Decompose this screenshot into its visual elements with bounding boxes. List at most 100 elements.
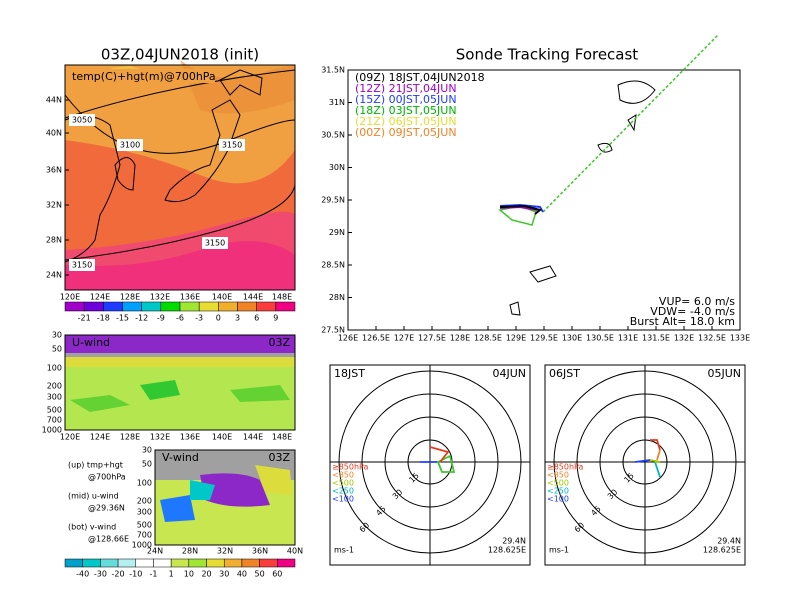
colorbar-label: 3: [235, 314, 240, 323]
lon: 128.625E: [703, 546, 741, 555]
colorbar-label: -10: [129, 570, 142, 579]
lat-label: 36N: [46, 166, 62, 175]
temp-map: [64, 60, 296, 291]
pressure-label: 30: [142, 446, 152, 455]
track: [654, 461, 661, 478]
lat-label: 44N: [46, 96, 62, 105]
colorbar-swatch: [256, 301, 277, 312]
ring: [622, 439, 668, 485]
colorbar-label: 50: [255, 570, 265, 579]
track: [650, 439, 661, 451]
lon-label: 136E: [180, 293, 200, 302]
pressure-label: 1000: [132, 541, 152, 550]
pressure-legend: ≥850hPa: [547, 463, 584, 472]
lon-label: 124E: [90, 433, 110, 442]
colorbar-swatch: [223, 558, 243, 568]
panel-time: 03Z: [268, 451, 290, 464]
pressure-label: 50: [142, 460, 152, 469]
ring: [361, 393, 499, 531]
u-wind-map: [64, 334, 296, 431]
contour-label: 3150: [72, 261, 92, 270]
legend-entry: (18Z) 03JST,05JUN: [355, 104, 457, 117]
colorbar-label: -21: [78, 314, 91, 323]
lat-label: 30.5N: [321, 131, 345, 140]
ring: [338, 370, 522, 554]
legend-entry: (15Z) 00JST,05JUN: [355, 93, 457, 106]
colorbar-swatch: [100, 558, 119, 568]
pressure-label: 300: [47, 393, 62, 402]
lon-label: 130.5E: [586, 334, 614, 343]
colorbar-label: 0: [216, 314, 221, 323]
colorbar-label: 20: [201, 570, 211, 579]
lat-label: 24N: [46, 271, 62, 280]
contour-label-bg: [219, 139, 245, 151]
lat-label: 28N: [329, 293, 345, 302]
colorbar-swatch: [141, 301, 162, 312]
colorbar-swatch: [218, 301, 238, 312]
legend-entry: (21Z) 06JST,05JUN: [355, 115, 457, 128]
colorbar-swatch: [122, 301, 142, 312]
title: 03Z,04JUN2018 (init): [101, 46, 259, 64]
track: [634, 459, 651, 463]
lat-label: 31N: [329, 98, 345, 107]
colorbar-label: -3: [195, 314, 203, 323]
colorbar-label: -30: [94, 570, 107, 579]
colorbar-swatch: [275, 301, 296, 312]
pressure-label: 700: [47, 416, 62, 425]
panel-time: 18JST: [334, 367, 365, 380]
pressure-legend: <100: [332, 495, 354, 504]
lon-label: 129E: [506, 334, 526, 343]
map-label: temp(C)+hgt(m)@700hPa: [72, 70, 216, 83]
lon-label: 132E: [150, 293, 170, 302]
lon-label: 132E: [674, 334, 694, 343]
colorbar-swatch: [64, 301, 85, 312]
pressure-label: 100: [47, 364, 62, 373]
track: [649, 459, 661, 463]
panel-title: V-wind: [162, 451, 199, 464]
panel-time: 03Z: [268, 336, 290, 349]
colorbar-swatch: [83, 301, 104, 312]
pressure-legend: <250: [547, 487, 569, 496]
colorbar-swatch: [198, 301, 219, 312]
lat-label: 36N: [252, 547, 268, 556]
pressure-legend: <500: [547, 479, 569, 488]
contour-label-bg: [202, 237, 228, 249]
contour-label: 3050: [72, 116, 92, 125]
lon-label: 144E: [243, 433, 263, 442]
lon-label: 148E: [272, 293, 292, 302]
panel-title: U-wind: [72, 336, 110, 349]
lon-label: 128.5E: [474, 334, 502, 343]
lon-label: 126.5E: [362, 334, 390, 343]
note: (mid) u-wind: [68, 492, 119, 501]
lon-label: 127E: [394, 334, 414, 343]
colorbar-label: -1: [149, 570, 157, 579]
lon-label: 128E: [120, 293, 140, 302]
lat-label: 29.5N: [321, 196, 345, 205]
colorbar-label: 40: [237, 570, 247, 579]
pressure-legend: ≥850hPa: [332, 463, 369, 472]
colorbar-label: 60: [272, 570, 282, 579]
lon-label: 140E: [212, 433, 232, 442]
colorbar-label: -9: [157, 314, 165, 323]
unit: ms-1: [334, 546, 354, 555]
pressure-label: 200: [47, 382, 62, 391]
lat-label: 40N: [46, 129, 62, 138]
ring: [384, 416, 476, 508]
contour-label-bg: [69, 114, 95, 126]
lat-label: 40N: [287, 547, 303, 556]
colorbar-swatch: [160, 301, 181, 312]
pressure-label: 500: [137, 521, 152, 530]
lat-label: 28.5N: [321, 261, 345, 270]
note: @128.66E: [88, 535, 129, 544]
pressure-legend: <850: [547, 471, 569, 480]
colorbar-swatch: [259, 558, 278, 568]
lat-label: 28N: [182, 547, 198, 556]
lon-label: 126E: [338, 334, 358, 343]
lat-label: 32N: [217, 547, 233, 556]
lon-label: 131.5E: [642, 334, 670, 343]
colorbar-label: 6: [254, 314, 259, 323]
colorbar-swatch: [82, 558, 101, 568]
param: Burst Alt= 18.0 km: [630, 315, 735, 328]
colorbar-label: -12: [135, 314, 148, 323]
colorbar-swatch: [170, 558, 190, 568]
